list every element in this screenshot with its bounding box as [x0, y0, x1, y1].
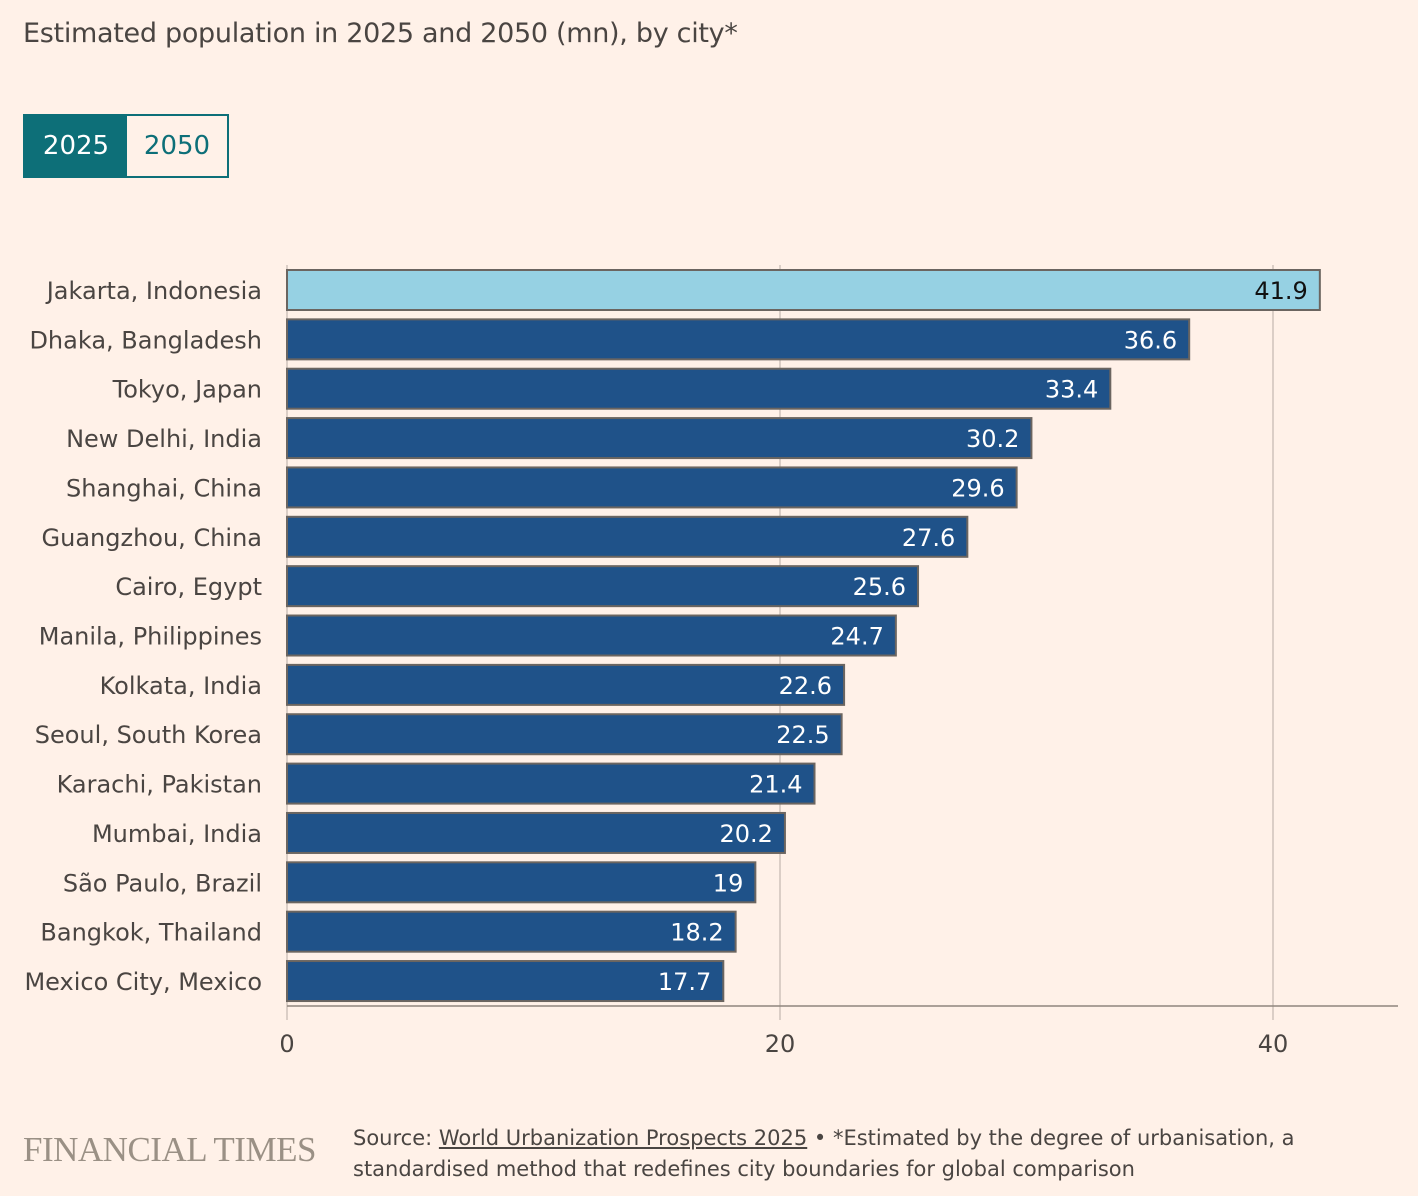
category-label: Bangkok, Thailand — [40, 919, 262, 947]
source-prefix: Source: — [353, 1126, 439, 1150]
bar-value-label: 27.6 — [902, 524, 955, 552]
category-label: Karachi, Pakistan — [57, 771, 262, 799]
toggle-2025[interactable]: 2025 — [25, 116, 127, 176]
bar-value-label: 41.9 — [1254, 277, 1307, 305]
category-label: Manila, Philippines — [39, 623, 262, 651]
category-label: Dhaka, Bangladesh — [29, 326, 262, 354]
bar — [286, 367, 1112, 410]
bar-value-label: 30.2 — [966, 425, 1019, 453]
category-label: Jakarta, Indonesia — [45, 277, 262, 305]
bar — [286, 762, 816, 805]
bar-value-label: 22.6 — [779, 672, 832, 700]
category-label: São Paulo, Brazil — [63, 869, 262, 897]
year-toggle: 2025 2050 — [23, 114, 229, 178]
bar-value-label: 29.6 — [951, 474, 1004, 502]
category-label: Kolkata, India — [100, 672, 262, 700]
x-tick-label: 0 — [279, 1030, 294, 1058]
category-label: Guangzhou, China — [42, 524, 262, 552]
bar — [286, 811, 786, 854]
bar — [286, 614, 897, 657]
bar — [286, 663, 846, 706]
bar-value-label: 25.6 — [853, 573, 906, 601]
bar — [286, 515, 969, 558]
bar-value-label: 20.2 — [719, 820, 772, 848]
bar-value-label: 21.4 — [749, 771, 802, 799]
category-label: Tokyo, Japan — [112, 376, 262, 404]
bar — [286, 565, 920, 608]
bar — [286, 960, 725, 1003]
bar — [286, 318, 1191, 361]
x-tick-label: 40 — [1258, 1030, 1289, 1058]
x-tick-label: 20 — [765, 1030, 796, 1058]
category-label: New Delhi, India — [66, 425, 262, 453]
toggle-2050[interactable]: 2050 — [127, 116, 227, 176]
category-label: Mexico City, Mexico — [24, 968, 262, 996]
category-label: Shanghai, China — [66, 474, 262, 502]
bar — [286, 466, 1018, 509]
bar-value-label: 33.4 — [1045, 376, 1098, 404]
bar-value-label: 18.2 — [670, 919, 723, 947]
source-note: Source: World Urbanization Prospects 202… — [353, 1123, 1353, 1185]
bar-value-label: 17.7 — [658, 968, 711, 996]
source-link[interactable]: World Urbanization Prospects 2025 — [438, 1126, 808, 1150]
bar — [286, 910, 737, 953]
bar-value-label: 19 — [713, 869, 744, 897]
bar — [286, 713, 843, 756]
bar — [286, 417, 1033, 460]
ft-logo: FINANCIAL TIMES — [23, 1130, 316, 1169]
bar — [286, 861, 757, 904]
bar-value-label: 24.7 — [830, 623, 883, 651]
bar-chart: 0 20 40 Jakarta, Indonesia 41.9 Dhaka, Bangla… — [24, 265, 1398, 1058]
category-label: Seoul, South Korea — [35, 721, 262, 749]
chart-title: Estimated population in 2025 and 2050 (m… — [23, 18, 738, 49]
bar-value-label: 22.5 — [776, 721, 829, 749]
footnote: • *Estimated by the degree of urbanisati… — [353, 1126, 1295, 1181]
bar — [286, 269, 1321, 311]
bar-value-label: 36.6 — [1124, 326, 1177, 354]
category-label: Mumbai, India — [92, 820, 262, 848]
category-label: Cairo, Egypt — [115, 573, 262, 601]
